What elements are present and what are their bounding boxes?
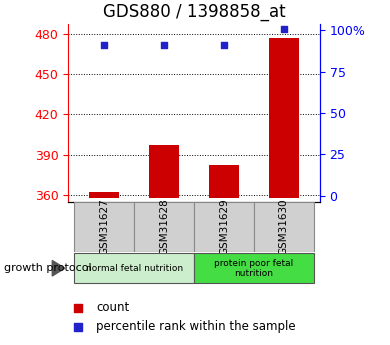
Bar [269,38,299,198]
Point [75,305,82,310]
Point [75,324,82,330]
Text: growth protocol: growth protocol [4,263,92,273]
Bar [209,166,239,198]
Point [281,27,287,32]
Title: GDS880 / 1398858_at: GDS880 / 1398858_at [103,3,285,21]
Point [101,43,107,48]
Point [221,43,227,48]
FancyBboxPatch shape [254,202,314,252]
Bar [89,193,119,198]
FancyBboxPatch shape [194,253,314,283]
Text: percentile rank within the sample: percentile rank within the sample [96,321,296,333]
FancyBboxPatch shape [74,253,194,283]
Text: GSM31627: GSM31627 [99,198,109,255]
Point [161,43,167,48]
FancyBboxPatch shape [134,202,194,252]
Text: normal fetal nutrition: normal fetal nutrition [85,264,183,273]
Text: protein poor fetal
nutrition: protein poor fetal nutrition [214,258,294,278]
FancyBboxPatch shape [74,202,134,252]
Bar [149,145,179,198]
FancyBboxPatch shape [194,202,254,252]
Text: GSM31629: GSM31629 [219,198,229,255]
Text: GSM31630: GSM31630 [279,198,289,255]
Text: count: count [96,302,129,314]
Polygon shape [52,260,65,276]
Text: GSM31628: GSM31628 [159,198,169,255]
